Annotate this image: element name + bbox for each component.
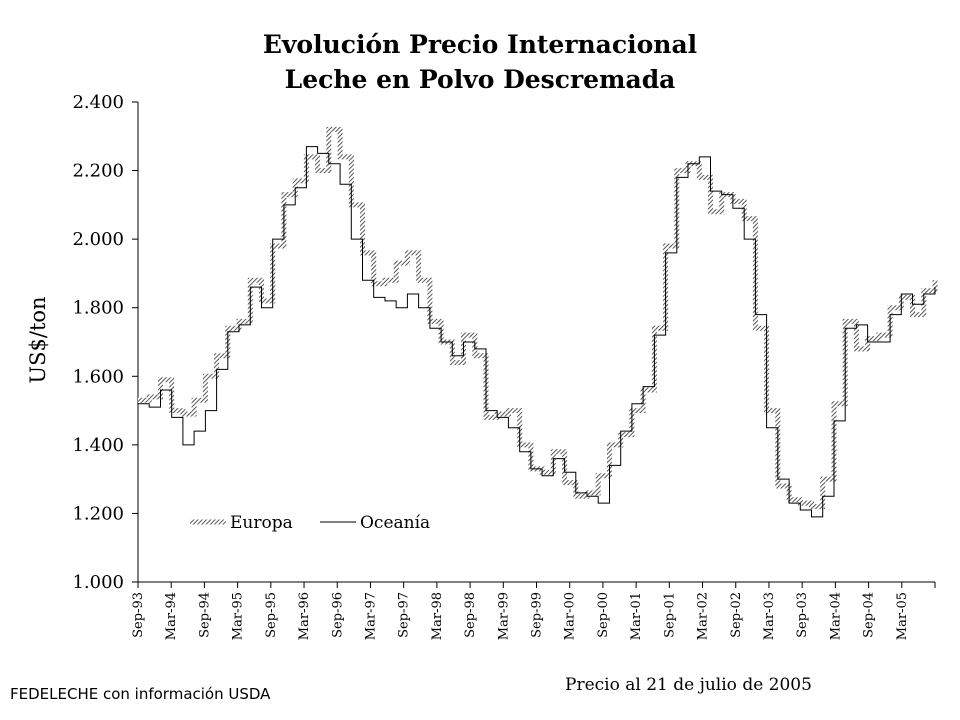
x-tick-label: Sep-99: [530, 592, 545, 638]
x-tick-label: Sep-93: [131, 592, 146, 638]
x-tick-label: Mar-96: [297, 592, 312, 640]
x-tick-label: Sep-00: [596, 592, 611, 638]
x-tick-label: Sep-97: [397, 592, 412, 638]
chart-title: Evolución Precio Internacional: [263, 30, 697, 59]
y-tick-label: 1.400: [72, 435, 124, 456]
series-line-oceania: [138, 146, 936, 518]
x-tick-label: Mar-95: [231, 592, 246, 640]
y-tick-label: 1.000: [72, 572, 124, 593]
axes: [137, 102, 935, 583]
x-tick-label: Mar-02: [696, 592, 711, 640]
x-tick-label: Mar-94: [164, 592, 179, 640]
series-layer: [138, 126, 938, 518]
y-tick-label: 2.200: [72, 161, 124, 182]
x-tick-label: Mar-01: [629, 592, 644, 640]
price-date-note: Precio al 21 de julio de 2005: [565, 675, 812, 695]
x-tick-label: Sep-94: [197, 592, 212, 638]
x-ticks: Sep-93 Mar-94 Sep-94 Mar-95 Sep-95 Mar-96 Sep-…: [131, 582, 936, 640]
legend: Europa Oceanía: [190, 513, 430, 533]
x-tick-label: Sep-96: [330, 592, 345, 638]
x-tick-label: Sep-04: [862, 592, 877, 638]
y-ticks: 1.000 1.200 1.400 1.600 1.800 2.000 2.200 2.400: [72, 92, 138, 593]
x-tick-label: Mar-00: [563, 592, 578, 640]
legend-label-europa: Europa: [230, 513, 293, 533]
x-tick-label: Sep-95: [264, 592, 279, 638]
y-tick-label: 2.400: [72, 92, 124, 113]
series-line-europa: [138, 126, 938, 510]
y-tick-label: 1.800: [72, 298, 124, 319]
y-tick-label: 2.000: [72, 229, 124, 250]
x-tick-label: Mar-97: [363, 592, 378, 640]
x-tick-label: Sep-01: [662, 592, 677, 638]
legend-label-oceania: Oceanía: [360, 513, 430, 533]
x-tick-label: Mar-99: [496, 592, 511, 640]
chart-subtitle: Leche en Polvo Descremada: [285, 65, 676, 94]
x-tick-label: Mar-05: [895, 592, 910, 640]
x-tick-label: Mar-98: [430, 592, 445, 640]
x-tick-label: Sep-98: [463, 592, 478, 638]
x-tick-label: Mar-04: [828, 592, 843, 640]
x-tick-label: Mar-03: [762, 592, 777, 640]
y-tick-label: 1.600: [72, 366, 124, 387]
y-tick-label: 1.200: [72, 503, 124, 524]
x-tick-label: Sep-02: [729, 592, 744, 638]
x-tick-label: Sep-03: [795, 592, 810, 638]
y-axis-label: US$/ton: [26, 296, 50, 383]
source-note: FEDELECHE con información USDA: [10, 685, 271, 703]
